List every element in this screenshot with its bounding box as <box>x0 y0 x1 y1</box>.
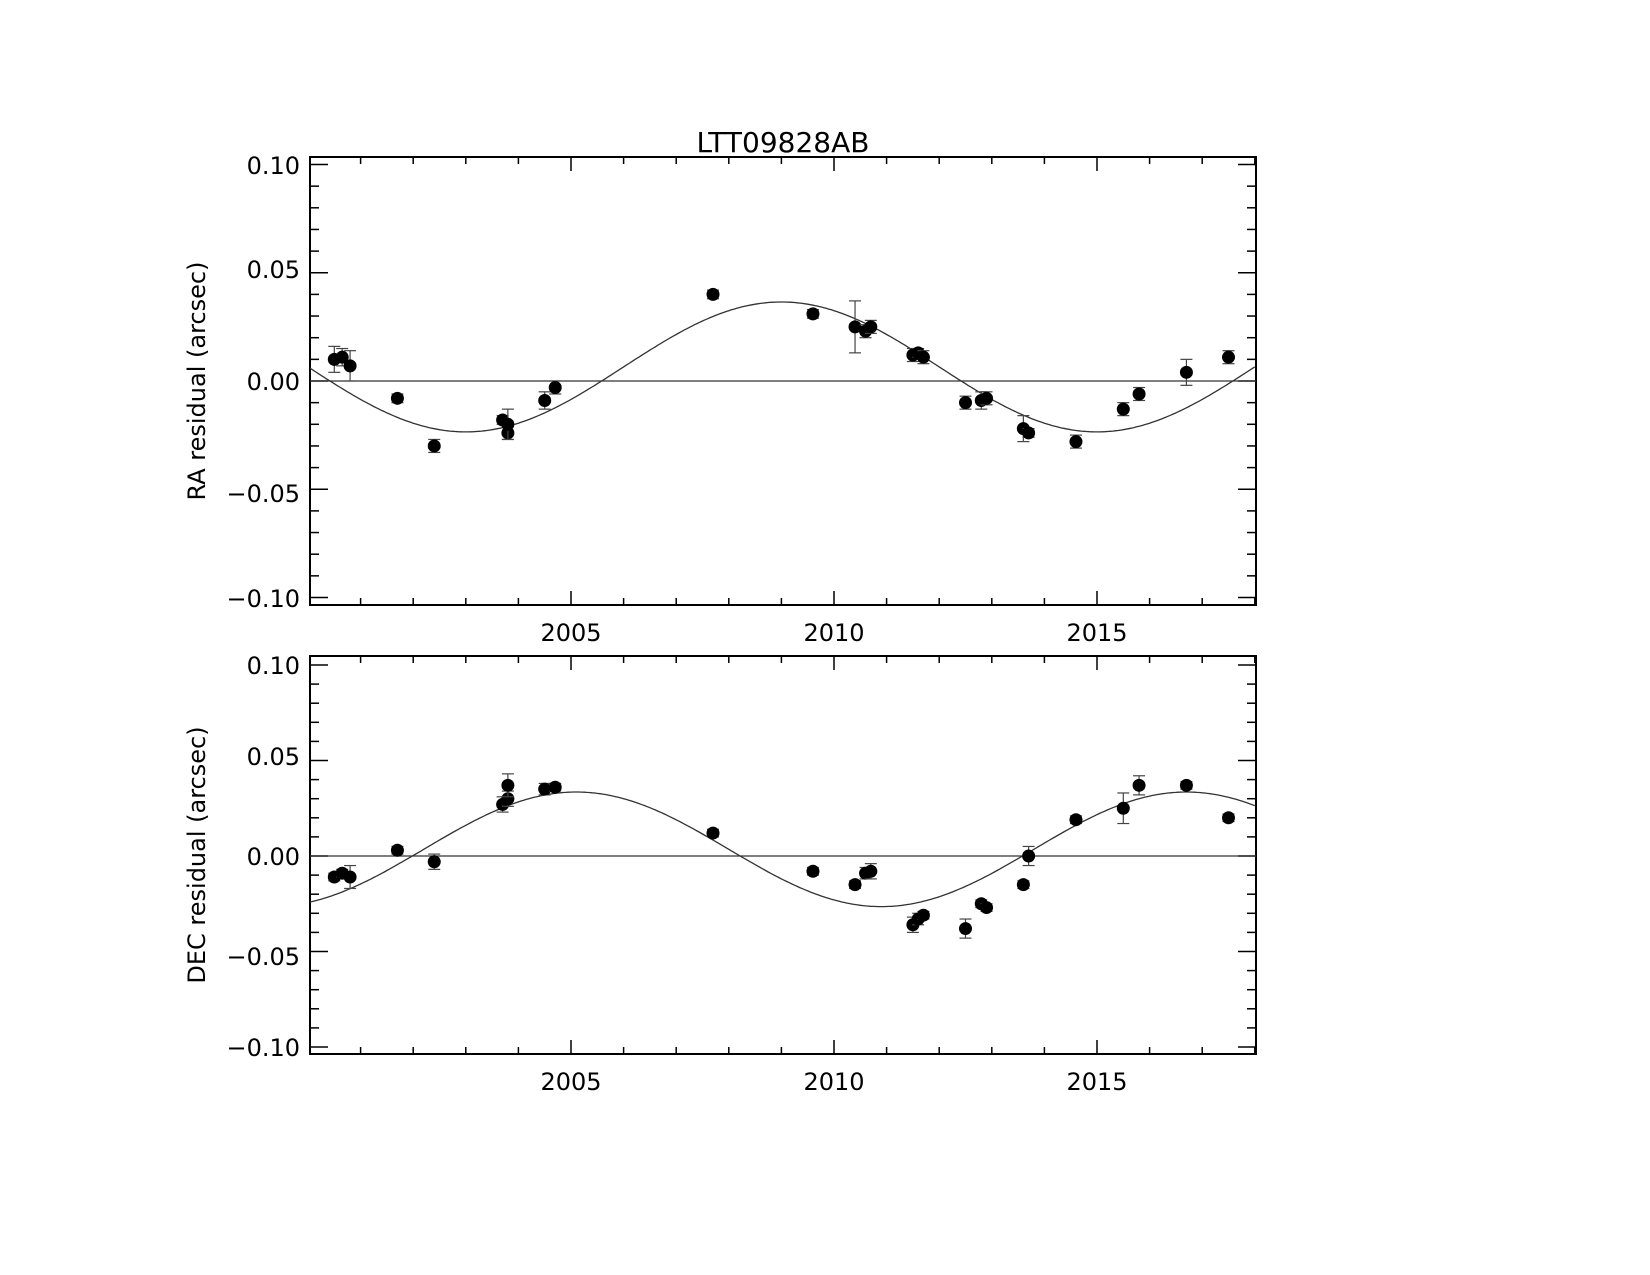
dec-data-point <box>538 782 552 796</box>
ra-data-point <box>916 350 930 364</box>
dec-x-tick-label: 2010 <box>803 1068 864 1096</box>
ra-data-point <box>538 393 552 407</box>
dec-data-point <box>1069 813 1083 827</box>
ra-data-point <box>1069 435 1083 449</box>
dec-data-point <box>501 792 515 806</box>
dec-y-tick-label: 0.05 <box>247 743 300 771</box>
dec-residual-panel: 2005 2010 2015 0.10 0.05 0.00 −0.05 −0.10 DEC re… <box>183 652 1257 1096</box>
dec-data-point <box>706 826 720 840</box>
dec-y-tick-label: 0.10 <box>247 652 300 680</box>
ra-data-point <box>1222 350 1235 364</box>
dec-data-point <box>916 908 930 922</box>
dec-y-axis-label: DEC residual (arcsec) <box>183 726 211 983</box>
ra-data-point <box>864 320 878 334</box>
ra-data-point <box>548 380 562 394</box>
dec-data-point <box>959 922 972 936</box>
dec-data-point <box>1179 778 1193 792</box>
ra-y-tick-label: −0.05 <box>226 480 300 508</box>
ra-x-tick-label: 2005 <box>540 619 601 647</box>
ra-y-tick-label: 0.10 <box>247 152 300 180</box>
dec-data-point <box>1016 878 1030 892</box>
ra-data-point <box>501 417 515 431</box>
ra-data-point <box>806 307 820 321</box>
dec-data-point <box>1132 778 1146 792</box>
chart-title: LTT09828AB <box>697 126 870 159</box>
ra-y-tick-label: −0.10 <box>226 585 300 613</box>
dec-data-point <box>1116 801 1130 815</box>
ra-y-axis-label: RA residual (arcsec) <box>183 262 211 501</box>
dec-data-point <box>806 864 820 878</box>
ra-data-point <box>706 287 720 301</box>
dec-data-point <box>548 780 562 794</box>
dec-data-point <box>390 843 404 857</box>
dec-y-tick-label: −0.10 <box>226 1034 300 1062</box>
dec-data-point <box>343 870 357 884</box>
ra-data-point <box>1132 387 1146 401</box>
ra-data-point <box>1179 365 1193 379</box>
ra-data-point <box>959 396 972 410</box>
dec-data-point <box>1222 811 1235 825</box>
dec-data-point <box>427 855 441 869</box>
ra-residual-panel: 2005 2010 2015 0.10 0.05 0.00 −0.05 −0.10 RA res… <box>183 152 1257 647</box>
dec-y-tick-label: −0.05 <box>226 943 300 971</box>
dec-data-point <box>1022 849 1036 863</box>
dec-x-tick-label: 2015 <box>1066 1068 1127 1096</box>
dec-x-tick-label: 2005 <box>540 1068 601 1096</box>
ra-y-tick-label: 0.05 <box>247 256 300 284</box>
dec-data-point <box>501 778 515 792</box>
ra-data-point <box>980 391 994 405</box>
dec-y-tick-label: 0.00 <box>247 843 300 871</box>
ra-y-tick-label: 0.00 <box>247 368 300 396</box>
dec-plot-frame <box>309 655 1257 1055</box>
ra-fit-curve <box>310 301 1256 433</box>
ra-data-point <box>848 320 862 334</box>
dec-data-point <box>848 878 862 892</box>
dec-data-point <box>980 901 994 915</box>
ra-data-point <box>1116 402 1130 416</box>
ra-data-point <box>335 350 349 364</box>
ra-data-point <box>427 439 441 453</box>
ra-x-tick-label: 2015 <box>1066 619 1127 647</box>
ra-data-point <box>343 359 357 373</box>
ra-x-tick-label: 2010 <box>803 619 864 647</box>
ra-data-point <box>390 391 404 405</box>
dec-fit-curve <box>310 791 1256 908</box>
dec-data-point <box>864 864 878 878</box>
ra-data-point <box>1022 426 1036 440</box>
